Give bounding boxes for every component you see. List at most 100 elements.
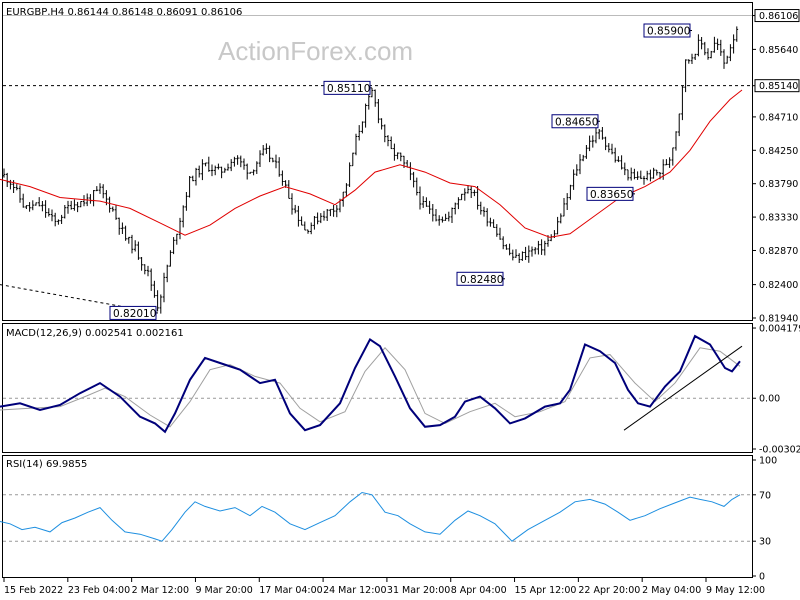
ohlc-bar bbox=[604, 136, 607, 151]
ohlc-bar bbox=[386, 135, 390, 147]
ohlc-bar bbox=[575, 164, 579, 176]
ohlc-bar bbox=[517, 253, 521, 263]
ohlc-bar bbox=[348, 162, 351, 187]
time-tick-label: 17 Mar 04:00 bbox=[259, 585, 322, 596]
ohlc-bar bbox=[287, 180, 291, 199]
ohlc-bar bbox=[329, 208, 332, 217]
ohlc-bar bbox=[377, 99, 380, 124]
ohlc-bar bbox=[143, 264, 147, 275]
ohlc-bar bbox=[277, 157, 281, 177]
ohlc-bar bbox=[533, 247, 537, 255]
ohlc-bar bbox=[217, 163, 220, 170]
ohlc-bar bbox=[623, 162, 627, 176]
price-axis: 0.86106 0.85640 0.85140 0.84710 0.84250 0.837… bbox=[752, 9, 800, 325]
ohlc-bar bbox=[501, 236, 505, 250]
ohlc-bar bbox=[620, 155, 623, 170]
rsi-tick-label: 70 bbox=[759, 490, 771, 501]
time-tick-label: 15 Apr 12:00 bbox=[515, 585, 577, 596]
price-tick-label: 0.85640 bbox=[759, 45, 798, 56]
macd-tick-label: -0.003022 bbox=[759, 445, 800, 456]
rsi-tick-label: 100 bbox=[759, 456, 777, 467]
ohlc-bar bbox=[261, 145, 265, 156]
price-annotation-label: 0.82480 bbox=[460, 274, 503, 286]
ohlc-bar bbox=[169, 250, 172, 267]
price-tick-label: 0.82870 bbox=[759, 246, 798, 257]
price-pane-title: EURGBP,H4 0.86144 0.86148 0.86091 0.8610… bbox=[6, 7, 242, 18]
ohlc-bar bbox=[601, 127, 604, 140]
ohlc-bar bbox=[655, 169, 659, 176]
ohlc-bar bbox=[172, 237, 175, 255]
ohlc-bar bbox=[34, 202, 38, 206]
ohlc-bar bbox=[425, 197, 428, 207]
price-tick-label: 0.84250 bbox=[759, 146, 798, 157]
ohlc-bar bbox=[671, 147, 675, 166]
ohlc-bar bbox=[357, 125, 361, 141]
price-annotation-label: 0.85110 bbox=[327, 83, 370, 95]
ohlc-bar bbox=[197, 165, 201, 178]
ohlc-bar bbox=[469, 186, 473, 198]
ohlc-bar bbox=[229, 159, 233, 172]
ohlc-bar bbox=[645, 170, 649, 181]
ohlc-bar bbox=[479, 201, 483, 215]
ohlc-bar bbox=[681, 85, 684, 121]
ohlc-bar bbox=[511, 249, 515, 261]
time-tick-label: 2 Mar 12:00 bbox=[132, 585, 189, 596]
ohlc-bar bbox=[44, 200, 47, 218]
rsi-tick-label: 30 bbox=[759, 537, 771, 548]
time-axis: 15 Feb 2022 23 Feb 04:00 2 Mar 12:00 9 Mar … bbox=[3, 578, 765, 596]
ohlc-bar bbox=[319, 213, 323, 224]
ohlc-bar bbox=[210, 164, 214, 177]
time-tick-label: 31 Mar 20:00 bbox=[387, 585, 450, 596]
ohlc-bar bbox=[642, 175, 646, 185]
ohlc-bar bbox=[223, 167, 227, 173]
rsi-pane-title: RSI(14) 69.9855 bbox=[6, 459, 87, 470]
ohlc-bar bbox=[565, 193, 569, 210]
ohlc-bar bbox=[111, 206, 115, 212]
ohlc-bar bbox=[562, 198, 566, 217]
ohlc-bar bbox=[194, 167, 198, 186]
ohlc-bar bbox=[668, 157, 671, 168]
price-annotation: 0.82480 bbox=[456, 271, 505, 286]
ohlc-bar bbox=[21, 193, 25, 208]
ohlc-bar bbox=[153, 280, 156, 298]
ohlc-bar bbox=[697, 34, 700, 57]
ohlc-bar bbox=[60, 214, 63, 224]
ohlc-bar bbox=[585, 145, 588, 159]
ohlc-bar bbox=[677, 113, 681, 137]
ohlc-bar bbox=[613, 147, 617, 163]
price-pane bbox=[2, 2, 753, 321]
ohlc-bar bbox=[226, 163, 230, 171]
ohlc-bar bbox=[636, 171, 639, 180]
ohlc-bar bbox=[453, 202, 457, 215]
ohlc-bar bbox=[137, 241, 140, 260]
price-annotation: 0.83650 bbox=[586, 186, 635, 201]
time-tick-label: 15 Feb 2022 bbox=[4, 585, 63, 596]
ohlc-bar bbox=[354, 133, 358, 156]
ohlc-bar bbox=[50, 209, 54, 222]
ohlc-bar bbox=[581, 154, 585, 162]
ohlc-bar bbox=[162, 272, 166, 303]
ohlc-bar bbox=[559, 213, 563, 224]
ohlc-bar bbox=[489, 217, 492, 227]
ohlc-bar bbox=[185, 192, 188, 211]
ohlc-bar bbox=[207, 156, 211, 172]
ohlc-bar bbox=[124, 225, 127, 241]
ohlc-bar bbox=[2, 168, 6, 178]
ohlc-bar bbox=[79, 201, 83, 208]
ohlc-bar bbox=[274, 154, 278, 169]
ohlc-bar bbox=[258, 150, 262, 167]
ohlc-bar bbox=[437, 215, 441, 226]
ohlc-bar bbox=[498, 227, 502, 240]
ohlc-bar bbox=[597, 129, 601, 140]
macd-trendline bbox=[623, 345, 743, 431]
price-annotation: 0.85110 bbox=[323, 80, 372, 95]
macd-tick-label: 0.00 bbox=[759, 394, 780, 405]
ohlc-bar bbox=[249, 171, 252, 174]
ohlc-bar bbox=[201, 159, 204, 181]
ohlc-bar bbox=[706, 48, 710, 60]
price-tick-label: 0.83330 bbox=[759, 213, 798, 224]
ohlc-bar bbox=[537, 240, 540, 255]
ohlc-bar bbox=[709, 50, 713, 59]
ohlc-bar bbox=[380, 118, 383, 130]
ohlc-bar bbox=[434, 209, 438, 222]
